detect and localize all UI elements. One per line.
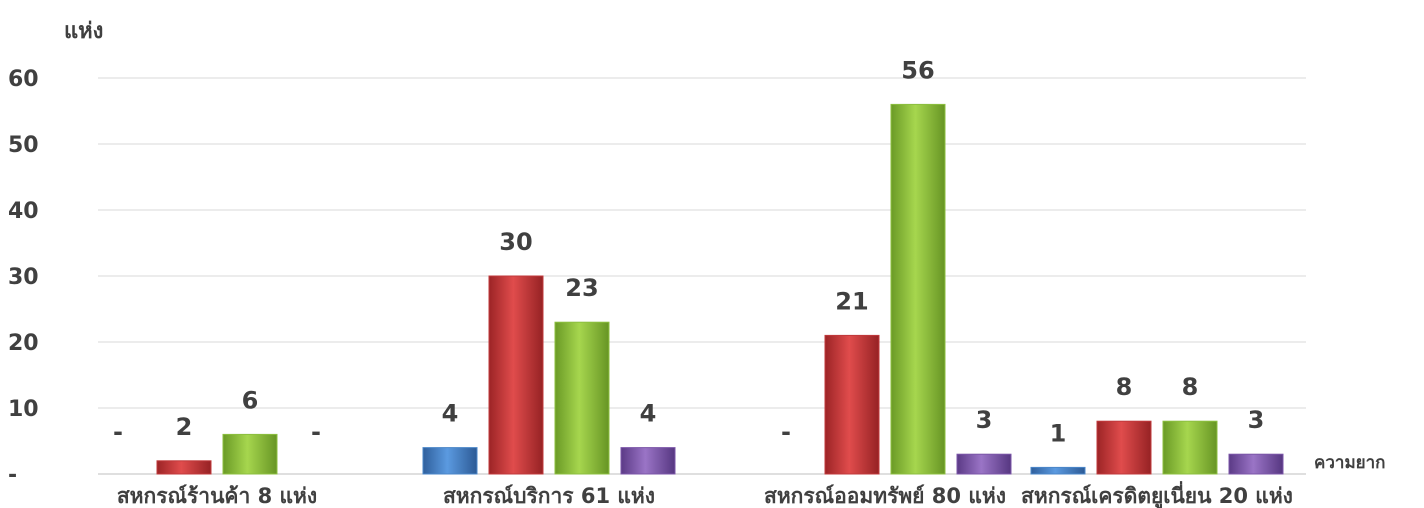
data-label: 4 bbox=[640, 400, 657, 428]
x-axis-categories: สหกรณ์ร้านค้า 8 แห่ง สหกรณ์บริการ 61 แห่ง… bbox=[117, 480, 1293, 508]
data-label: 1 bbox=[1050, 419, 1067, 447]
data-label: - bbox=[781, 418, 791, 446]
bar bbox=[1096, 420, 1152, 475]
data-label: - bbox=[113, 418, 123, 446]
bar bbox=[156, 460, 212, 475]
data-label: - bbox=[311, 418, 321, 446]
y-tick-label: 10 bbox=[8, 397, 39, 422]
x-category-label: สหกรณ์เครดิตยูเนี่ยน 20 แห่ง bbox=[1021, 480, 1293, 508]
bar bbox=[890, 103, 946, 475]
data-label: 8 bbox=[1116, 373, 1133, 401]
data-label: 23 bbox=[565, 274, 598, 302]
data-label: 2 bbox=[176, 413, 193, 441]
bar bbox=[488, 275, 544, 475]
x-axis-title: ความยาก bbox=[1314, 453, 1385, 473]
bar bbox=[620, 447, 676, 475]
bar bbox=[824, 334, 880, 475]
bar bbox=[1030, 466, 1086, 475]
data-labels: - 2 6 - 4 30 23 4 - 21 56 3 1 8 8 3 bbox=[113, 56, 1264, 447]
bar bbox=[956, 453, 1012, 475]
y-axis-ticks: - 10 20 30 40 50 60 bbox=[8, 67, 39, 488]
x-category-label: สหกรณ์ร้านค้า 8 แห่ง bbox=[117, 484, 317, 508]
y-tick-label: - bbox=[8, 463, 17, 488]
data-label: 30 bbox=[499, 228, 532, 256]
data-label: 3 bbox=[1248, 406, 1265, 434]
gridlines bbox=[98, 77, 1306, 475]
data-label: 8 bbox=[1182, 373, 1199, 401]
bar bbox=[554, 321, 610, 475]
y-tick-label: 20 bbox=[8, 331, 39, 356]
data-label: 6 bbox=[242, 386, 259, 414]
y-axis-title: แห่ง bbox=[64, 19, 103, 44]
x-category-label: สหกรณ์ออมทรัพย์ 80 แห่ง bbox=[764, 484, 1006, 508]
y-tick-label: 60 bbox=[8, 67, 39, 92]
bar bbox=[222, 433, 278, 475]
bar bbox=[1228, 453, 1284, 475]
data-label: 4 bbox=[442, 400, 459, 428]
bars bbox=[156, 103, 1284, 475]
y-tick-label: 50 bbox=[8, 133, 39, 158]
y-tick-label: 30 bbox=[8, 265, 39, 290]
data-label: 21 bbox=[835, 287, 868, 315]
x-category-label: สหกรณ์บริการ 61 แห่ง bbox=[443, 484, 655, 508]
data-label: 3 bbox=[976, 406, 993, 434]
y-tick-label: 40 bbox=[8, 199, 39, 224]
data-label: 56 bbox=[901, 56, 934, 84]
bar bbox=[1162, 420, 1218, 475]
bar bbox=[422, 447, 478, 475]
